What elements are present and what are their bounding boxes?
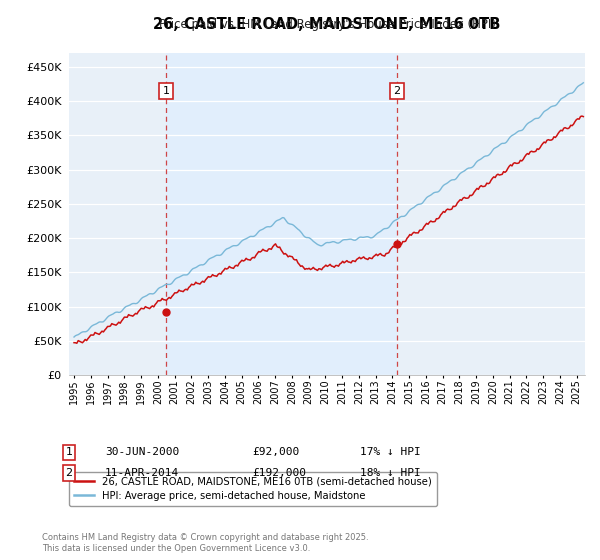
Text: 11-APR-2014: 11-APR-2014	[105, 468, 179, 478]
Text: 26, CASTLE ROAD, MAIDSTONE, ME16 0TB: 26, CASTLE ROAD, MAIDSTONE, ME16 0TB	[154, 17, 500, 32]
Text: 2: 2	[65, 468, 73, 478]
Text: 30-JUN-2000: 30-JUN-2000	[105, 447, 179, 458]
Legend: 26, CASTLE ROAD, MAIDSTONE, ME16 0TB (semi-detached house), HPI: Average price, : 26, CASTLE ROAD, MAIDSTONE, ME16 0TB (se…	[69, 472, 437, 506]
Text: £92,000: £92,000	[252, 447, 299, 458]
Bar	[166, 53, 397, 375]
Text: 2: 2	[393, 86, 400, 96]
Text: 17% ↓ HPI: 17% ↓ HPI	[360, 447, 421, 458]
Text: £192,000: £192,000	[252, 468, 306, 478]
Text: 1: 1	[163, 86, 170, 96]
Text: 18% ↓ HPI: 18% ↓ HPI	[360, 468, 421, 478]
Title: Price paid vs. HM Land Registry's House Price Index (HPI): Price paid vs. HM Land Registry's House …	[158, 18, 496, 31]
Text: Contains HM Land Registry data © Crown copyright and database right 2025.
This d: Contains HM Land Registry data © Crown c…	[42, 533, 368, 553]
Text: 1: 1	[65, 447, 73, 458]
